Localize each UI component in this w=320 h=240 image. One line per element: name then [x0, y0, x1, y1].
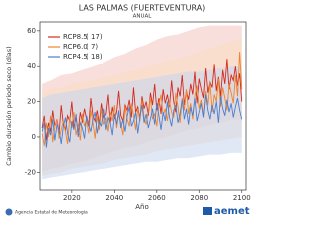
x-tick-label: 2040 [105, 194, 123, 202]
legend-label: RCP4.5 [63, 53, 88, 61]
logo-mark [203, 207, 212, 215]
x-tick-label: 2060 [148, 194, 166, 202]
y-tick-label: 40 [27, 62, 36, 70]
y-axis-label: Cambio duración periodo seco (días) [5, 46, 13, 165]
spread-band [42, 66, 242, 180]
y-tick-label: 20 [27, 98, 36, 106]
logo-text: aemet [214, 206, 250, 217]
y-tick-label: -20 [25, 168, 36, 176]
chart: LAS PALMAS (FUERTEVENTURA) ANUAL Cambio … [5, 4, 251, 218]
y-tick-label: 60 [27, 27, 36, 35]
chart-subtitle: ANUAL [133, 14, 153, 20]
x-tick-label: 2100 [233, 194, 251, 202]
chart-title: LAS PALMAS (FUERTEVENTURA) [79, 4, 206, 13]
plot-frame [39, 21, 247, 191]
x-tick-label: 2080 [190, 194, 208, 202]
legend-label: RCP8.5 [63, 33, 88, 41]
series-line [41, 94, 243, 148]
legend-count: ( 18) [86, 53, 103, 61]
y-tick-label: 0 [32, 133, 36, 141]
x-tick-label: 2020 [63, 194, 81, 202]
logo-icon [5, 208, 13, 216]
series-line [41, 52, 243, 146]
source: Agencia Estatal de Meteorología [15, 209, 88, 216]
legend-count: ( 7) [86, 43, 98, 51]
x-axis-label: Año [135, 203, 149, 211]
legend-count: ( 17) [86, 33, 103, 41]
legend-label: RCP6.0 [63, 43, 88, 51]
